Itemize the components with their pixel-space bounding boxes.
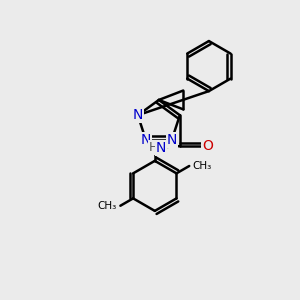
- Text: CH₃: CH₃: [98, 201, 117, 211]
- Text: O: O: [202, 139, 213, 153]
- Text: N: N: [156, 141, 166, 155]
- Text: CH₃: CH₃: [193, 161, 212, 171]
- Text: H: H: [148, 141, 158, 154]
- Text: N: N: [141, 133, 151, 147]
- Text: N: N: [167, 133, 177, 147]
- Text: N: N: [133, 108, 143, 122]
